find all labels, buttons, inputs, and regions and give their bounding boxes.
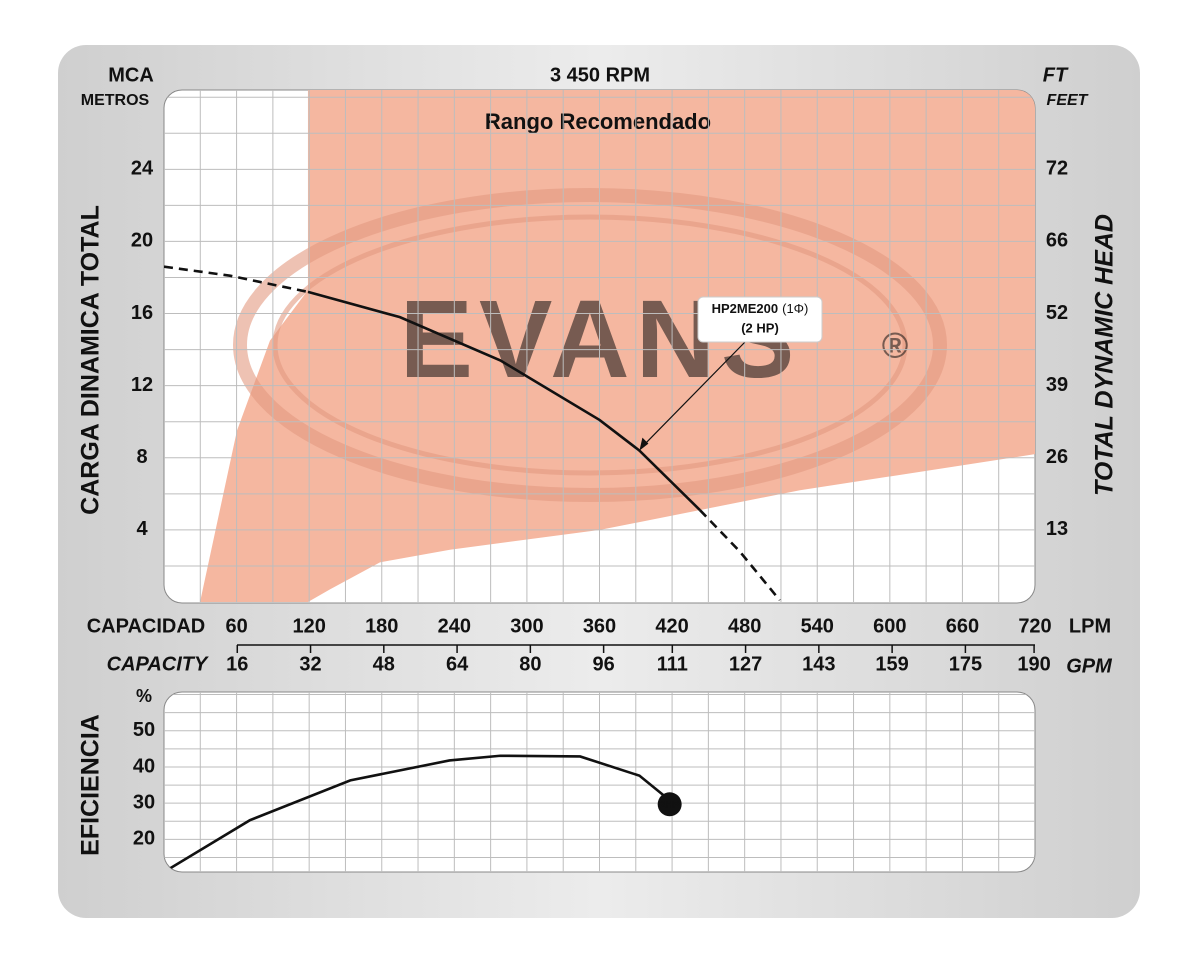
x-tick-label: 180 — [365, 615, 398, 637]
x2-tick-label: 16 — [226, 653, 248, 675]
x-tick-label: 420 — [655, 615, 688, 637]
x-tick-label: 60 — [225, 615, 247, 637]
chart-title: 3 450 RPM — [550, 64, 650, 86]
y-tick-label: 8 — [136, 446, 147, 468]
y2-tick-label: 26 — [1046, 446, 1068, 468]
x-label: CAPACIDAD — [87, 615, 206, 637]
annotation-power: (2 HP) — [741, 320, 779, 335]
y-tick-label: 4 — [136, 518, 148, 540]
x-tick-label: 480 — [728, 615, 761, 637]
x2-tick-label: 80 — [519, 653, 541, 675]
annotation-text: HP2ME200 (1Φ) — [712, 301, 809, 316]
y-label-sub: METROS — [81, 92, 150, 109]
efficiency-unit: % — [136, 686, 152, 706]
curve — [698, 509, 781, 602]
y2-tick-label: 13 — [1046, 518, 1068, 540]
watermark-mark: ® — [882, 325, 909, 366]
x2-tick-label: 190 — [1017, 653, 1050, 675]
x2-tick-label: 48 — [373, 653, 395, 675]
curve — [307, 290, 701, 511]
y-axis-title: CARGA DINAMICA TOTAL — [77, 205, 105, 515]
annotation-box — [697, 296, 823, 343]
x2-tick-label: 64 — [446, 653, 469, 675]
x-tick-label: 720 — [1018, 615, 1051, 637]
y2-tick-label: 39 — [1046, 374, 1068, 396]
x-tick-label: 540 — [801, 615, 834, 637]
end-marker — [657, 792, 682, 817]
end-label: 2HP — [660, 800, 680, 811]
x-tick-label: 360 — [583, 615, 616, 637]
x2-tick-label: 143 — [802, 653, 835, 675]
x-tick-label: 120 — [292, 615, 325, 637]
annotation-arrowhead — [639, 437, 649, 451]
efficiency-tick-label: 40 — [133, 755, 155, 777]
y2-axis-title: TOTAL DYNAMIC HEAD — [1091, 214, 1119, 496]
x2-tick-label: 32 — [299, 653, 321, 675]
efficiency-tick-label: 50 — [133, 719, 155, 741]
annotation-model: HP2ME200 — [712, 301, 778, 316]
x2-label: CAPACITY — [107, 653, 209, 675]
x-tick-label: 300 — [510, 615, 543, 637]
y-tick-label: 20 — [131, 230, 153, 252]
x-tick-label: 240 — [438, 615, 471, 637]
y2-tick-label: 66 — [1046, 230, 1068, 252]
y-tick-label: 12 — [131, 374, 153, 396]
efficiency-tick-label: 30 — [133, 791, 155, 813]
curve — [164, 754, 671, 872]
y2-tick-label: 72 — [1046, 158, 1068, 180]
x2-tick-label: 96 — [592, 653, 614, 675]
y2-tick-label: 52 — [1046, 302, 1068, 324]
x-tick-label: 660 — [946, 615, 979, 637]
y-tick-label: 24 — [131, 158, 154, 180]
efficiency-axis-title: EFICIENCIA — [77, 714, 105, 856]
y-tick-label: 16 — [131, 302, 153, 324]
annotation-arrow — [641, 341, 746, 447]
x2-tick-label: 159 — [875, 653, 908, 675]
x2-tick-label: 127 — [729, 653, 762, 675]
watermark-ring — [272, 214, 908, 476]
y2-label-sub: FEET — [1047, 92, 1089, 109]
range-label: Rango Recomendado — [485, 109, 711, 134]
y-label-top: MCA — [108, 64, 154, 86]
efficiency-tick-label: 20 — [133, 828, 155, 850]
x2-tick-label: 175 — [949, 653, 982, 675]
x-tick-label: 600 — [873, 615, 906, 637]
x2-tick-label: 111 — [657, 653, 688, 675]
annotation-phase: (1Φ) — [782, 301, 808, 316]
y2-label-top: FT — [1043, 64, 1069, 86]
x2-unit: GPM — [1066, 655, 1113, 677]
x-unit: LPM — [1069, 615, 1111, 637]
curve — [164, 265, 309, 294]
watermark-ring — [233, 188, 947, 502]
